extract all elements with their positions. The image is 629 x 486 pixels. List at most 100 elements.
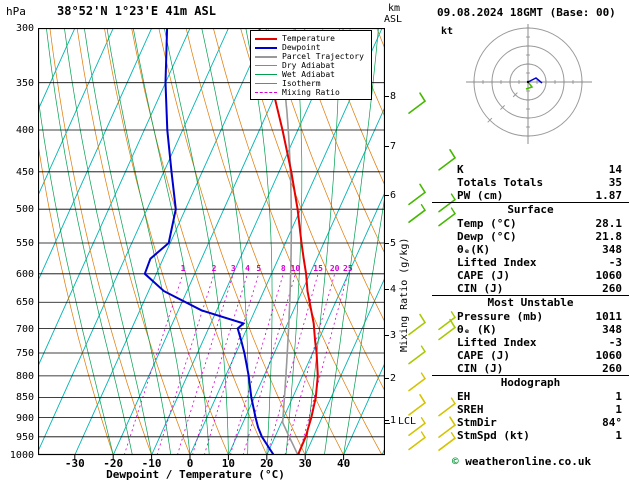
mixing-ratio-value-label: 3: [231, 264, 236, 273]
copyright-symbol-icon: ©: [452, 455, 459, 468]
legend-item: Temperature: [255, 34, 367, 43]
legend-item: Dry Adiabat: [255, 61, 367, 70]
stats-section-most-unstable: Most Unstable Pressure (mb) 1011 θₑ (K) 348 L…: [432, 295, 629, 375]
stat-value: 21.8: [595, 230, 623, 243]
mixing-ratio-value-label: 4: [245, 264, 250, 273]
legend-item: Isotherm: [255, 79, 367, 88]
km-tick-mark: [384, 242, 389, 244]
stat-row: CAPE (J) 1060: [432, 349, 629, 362]
mixing-ratio-value-label: 5: [256, 264, 261, 273]
mixing-ratio-value-label: 2: [212, 264, 217, 273]
stat-row: θₑ (K) 348: [432, 323, 629, 336]
stat-value: 260: [602, 282, 622, 295]
km-tick-mark: [384, 95, 389, 97]
stats-panel: K 14 Totals Totals 35 PW (cm) 1.87 Surface Temp…: [432, 163, 629, 442]
temp-tick-label: 10: [221, 457, 236, 470]
pressure-tick-label: 950: [15, 431, 34, 443]
stats-section-title: Hodograph: [500, 376, 561, 389]
stat-label: SREH: [457, 403, 484, 416]
km-tick-mark: [384, 378, 389, 380]
legend-label: Dewpoint: [282, 43, 321, 52]
stats-section-hodograph: Hodograph EH 1 SREH 1 StmDir 84° StmSpd (kt) 1: [432, 375, 629, 442]
legend-item: Parcel Trajectory: [255, 52, 367, 61]
stat-label: CAPE (J): [457, 269, 510, 282]
run-datetime: 09.08.2024 18GMT (Base: 00): [437, 6, 616, 19]
km-tick-label: 6: [390, 189, 397, 201]
mixing-ratio-value-label: 20: [330, 264, 340, 273]
stat-label: EH: [457, 390, 471, 403]
stat-label: K: [457, 163, 464, 176]
stat-row: K 14: [432, 163, 629, 176]
pressure-tick-label: 700: [15, 323, 34, 335]
stat-value: 260: [602, 362, 622, 375]
stat-value: 1060: [595, 349, 623, 362]
legend: Temperature Dewpoint Parcel Trajectory Dry …: [250, 30, 372, 100]
lcl-label: LCL: [398, 416, 417, 427]
legend-label: Temperature: [282, 34, 335, 43]
temp-tick-label: -10: [141, 457, 162, 470]
stats-section: K 14 Totals Totals 35 PW (cm) 1.87: [432, 163, 629, 202]
stat-row: Dewp (°C) 21.8: [432, 230, 629, 243]
wind-barbs-column: [408, 92, 456, 451]
temp-tick-label: 40: [336, 457, 351, 470]
stat-row: Temp (°C) 28.1: [432, 217, 629, 230]
mixing-ratio-value-label: 8: [281, 264, 286, 273]
copyright: © weatheronline.co.uk: [452, 455, 591, 468]
stat-row: StmSpd (kt) 1: [432, 429, 629, 442]
stat-value: 28.1: [595, 217, 623, 230]
stat-label: Temp (°C): [457, 217, 517, 230]
stat-label: Pressure (mb): [457, 310, 544, 323]
pressure-tick-label: 900: [15, 412, 34, 424]
legend-line-swatch: [255, 92, 277, 93]
altitude-unit-asl: ASL: [384, 14, 403, 25]
pressure-tick-label: 500: [15, 204, 34, 216]
stat-value: 1011: [595, 310, 623, 323]
stat-label: StmSpd (kt): [457, 429, 530, 442]
legend-line-swatch: [255, 74, 277, 75]
stat-row: CIN (J) 260: [432, 282, 629, 295]
km-tick-label: 8: [390, 90, 397, 102]
pressure-tick-label: 800: [15, 370, 34, 382]
pressure-tick-label: 1000: [9, 450, 34, 461]
stat-row: StmDir 84°: [432, 416, 629, 429]
stats-section-surface: Surface Temp (°C) 28.1 Dewp (°C) 21.8 θₑ(K) 34…: [432, 202, 629, 295]
pressure-tick-label: 850: [15, 392, 34, 404]
km-tick-label: 1: [390, 414, 397, 426]
hodograph: [466, 24, 592, 144]
temp-tick-label: 30: [298, 457, 312, 470]
legend-line-swatch: [255, 37, 277, 40]
stat-label: StmDir: [457, 416, 497, 429]
mixing-ratio-value-label: 10: [291, 264, 301, 273]
stat-label: Lifted Index: [457, 256, 537, 269]
stat-value: 14: [608, 163, 622, 176]
copyright-text: weatheronline.co.uk: [465, 455, 592, 468]
km-tick-mark: [384, 334, 389, 336]
stat-row: θₑ(K) 348: [432, 243, 629, 256]
stat-row: Pressure (mb) 1011: [432, 310, 629, 323]
km-tick-mark: [384, 419, 389, 421]
stat-label: Dewp (°C): [457, 230, 517, 243]
stat-label: CAPE (J): [457, 349, 510, 362]
stat-value: 1: [615, 390, 622, 403]
stat-value: 348: [602, 323, 622, 336]
temp-tick-label: -20: [103, 457, 124, 470]
stat-label: CIN (J): [457, 362, 504, 375]
pressure-axis-unit: hPa: [6, 5, 26, 18]
stat-label: Totals Totals: [457, 176, 544, 189]
mixing-ratio-value-label: 25: [343, 264, 353, 273]
stat-row: EH 1: [432, 390, 629, 403]
station-title: 38°52'N 1°23'E 41m ASL: [57, 4, 216, 18]
stat-row: Totals Totals 35: [432, 176, 629, 189]
stat-row: Lifted Index -3: [432, 336, 629, 349]
x-axis-title: Dewpoint / Temperature (°C): [106, 468, 285, 481]
stats-section-title: Most Unstable: [487, 296, 574, 309]
pressure-tick-label: 450: [15, 166, 34, 178]
stat-value: -3: [608, 336, 622, 349]
stat-label: θₑ(K): [457, 243, 491, 256]
legend-line-swatch: [255, 55, 277, 58]
stat-value: 35: [608, 176, 622, 189]
stat-row: CIN (J) 260: [432, 362, 629, 375]
km-tick-mark: [384, 145, 389, 147]
km-tick-label: 5: [390, 237, 397, 249]
